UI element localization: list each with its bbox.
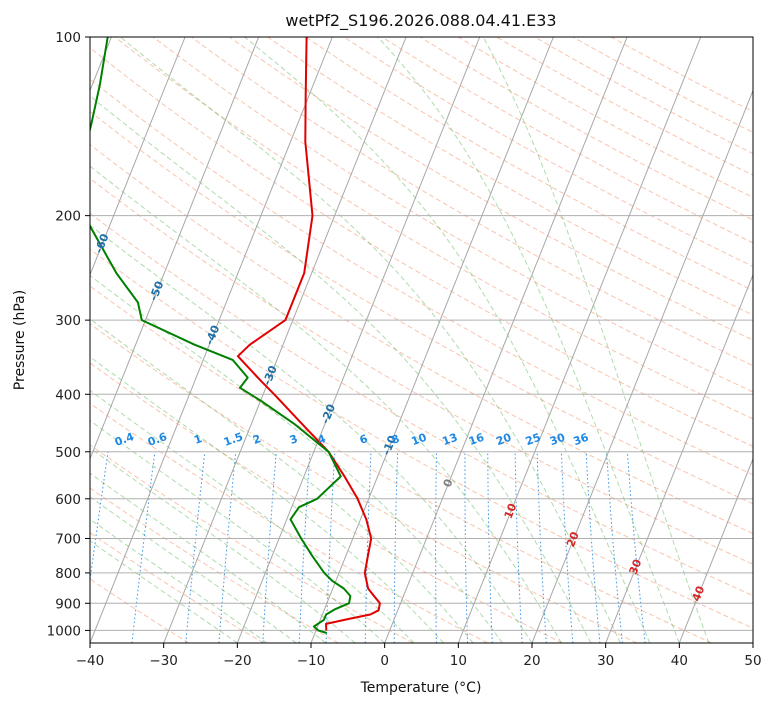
mixing-ratio-line [262,451,277,643]
y-tick-label: 200 [55,209,81,225]
isotherm [90,37,333,643]
y-tick-label: 1000 [47,623,81,639]
dry-adiabat [381,37,753,244]
dry-adiabat [267,37,753,316]
x-tick-label: −30 [149,653,178,669]
moist-adiabat [90,356,444,643]
y-tick-label: 900 [55,596,81,612]
isotherm [678,457,753,643]
mixing-ratio-label: 1 [192,432,204,447]
mixing-ratio-label: 1.5 [222,430,245,449]
y-tick-label: 400 [55,387,81,403]
moist-adiabat [90,447,356,643]
isotherm-label: 40 [690,584,708,603]
dry-adiabat [90,285,712,643]
isotherm [384,37,628,643]
x-tick-label: 40 [671,653,688,669]
moist-adiabat [90,224,533,643]
dry-adiabat [90,487,339,643]
mixing-ratio-line [90,451,109,584]
mixing-ratio-label: 30 [548,431,567,449]
isotherm [531,89,753,643]
mixing-ratio-label: 0.4 [113,430,136,449]
plot-frame [89,36,754,644]
x-tick-label: −10 [297,653,326,669]
y-tick-label: 800 [55,566,81,582]
mixing-ratio-label: 20 [494,431,513,449]
mixing-ratio-line [606,451,623,643]
y-tick-label: 300 [55,313,81,329]
dry-adiabat [90,78,753,476]
dry-adiabat [191,37,753,367]
moist-adiabat [90,165,562,643]
mixing-ratio-line [185,451,206,643]
dewpoint-profile [90,37,352,634]
dry-adiabat [90,248,753,629]
chart-title: wetPf2_S196.2026.088.04.41.E33 [285,11,556,31]
moist-adiabat [90,318,474,643]
moist-adiabat [90,95,592,643]
mixing-ratio-line [218,451,237,643]
dry-adiabat [152,37,753,393]
y-tick-label: 600 [55,492,81,508]
y-tick-label: 500 [55,445,81,461]
dry-adiabat [419,37,753,221]
mixing-ratio-label: 16 [467,431,486,449]
moist-adiabat [90,472,327,643]
dry-adiabat [90,47,753,448]
x-tick-label: 30 [597,653,614,669]
mixing-ratio-label: 0.6 [146,430,169,449]
dry-adiabat [90,444,414,643]
x-tick-label: 20 [523,653,540,669]
mixing-ratio-line [626,451,646,643]
isotherm [236,37,481,643]
y-tick-label: 700 [55,532,81,548]
isotherm [310,37,554,643]
moist-adiabat [90,419,386,643]
mixing-ratio-label: 4 [316,432,328,447]
mixing-ratio-line [514,451,523,643]
y-tick-label: 100 [55,30,81,46]
isotherm [457,37,702,643]
x-tick-label: 0 [380,653,389,669]
moist-adiabat [90,518,268,643]
mixing-ratio-line [585,451,601,643]
mixing-ratio-line [560,451,574,643]
mixing-ratio-label: 25 [524,431,543,448]
x-tick-label: 50 [744,653,761,669]
mixing-ratio-line [536,451,547,643]
mixing-ratio-label: 36 [572,431,591,449]
mixing-ratio-line [325,451,336,643]
x-tick-label: −20 [223,653,252,669]
x-tick-label: −40 [76,653,105,669]
dry-adiabat [305,37,753,292]
moist-adiabat [90,274,503,643]
moist-adiabat [244,37,651,643]
isotherm [163,37,407,643]
dry-adiabat [534,37,753,155]
mixing-ratio-label: 2 [251,432,263,447]
mixing-ratio-label: 6 [358,432,370,447]
y-axis-title: Pressure (hPa) [12,290,28,390]
isotherm-label: 10 [502,501,520,520]
mixing-ratio-label: 13 [440,431,459,448]
mixing-ratio-label: 8 [390,432,402,447]
dry-adiabat [114,37,753,420]
isotherm [605,273,753,643]
isotherm-label: 20 [564,530,582,549]
x-axis-title: Temperature (°C) [360,680,482,696]
x-tick-label: 10 [450,653,467,669]
mixing-ratio-label: 10 [410,431,429,449]
moist-adiabat [90,540,238,643]
temperature-profile [236,37,381,631]
mixing-ratio-label: 3 [288,432,300,447]
isotherm-label: 30 [627,557,645,576]
isotherm [90,37,260,461]
mixing-ratio-line [298,451,311,643]
isotherm [90,37,186,277]
moist-adiabat [482,37,710,643]
dry-adiabat [90,177,753,565]
